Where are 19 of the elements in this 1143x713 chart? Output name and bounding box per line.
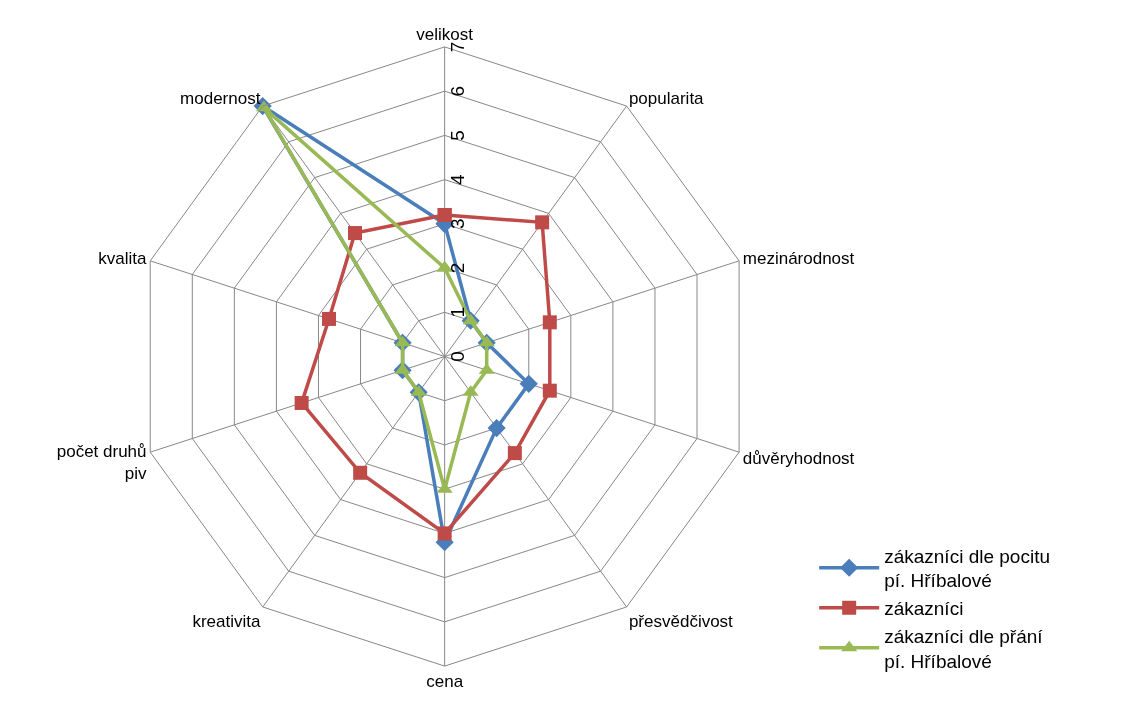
y-tick-label: 0	[447, 351, 469, 362]
y-tick-label: 2	[447, 262, 469, 274]
spoke-label: popularita	[628, 88, 705, 108]
legend-label: zákazníci	[884, 598, 964, 620]
spoke-label: počet druhů piv	[56, 441, 148, 483]
spoke-label: mezinárodnost	[742, 249, 855, 269]
spoke-label: kreativita	[192, 612, 261, 632]
y-tick-label: 6	[447, 85, 469, 97]
y-tick-label: 1	[447, 306, 469, 318]
y-tick-label: 7	[447, 41, 469, 53]
spoke-label: kvalita	[98, 249, 148, 269]
y-tick-label: 5	[447, 130, 469, 141]
y-tick-label: 4	[447, 173, 469, 185]
spoke-label: modernost	[180, 88, 261, 108]
legend-label: zákazníci dle přání pí. Hříbalové	[884, 625, 1044, 672]
spoke-label: cena	[426, 671, 464, 691]
spoke-label: přesvědčivost	[628, 612, 734, 632]
y-tick-label: 3	[447, 218, 469, 230]
spoke-label: důvěryhodnost	[742, 449, 855, 469]
